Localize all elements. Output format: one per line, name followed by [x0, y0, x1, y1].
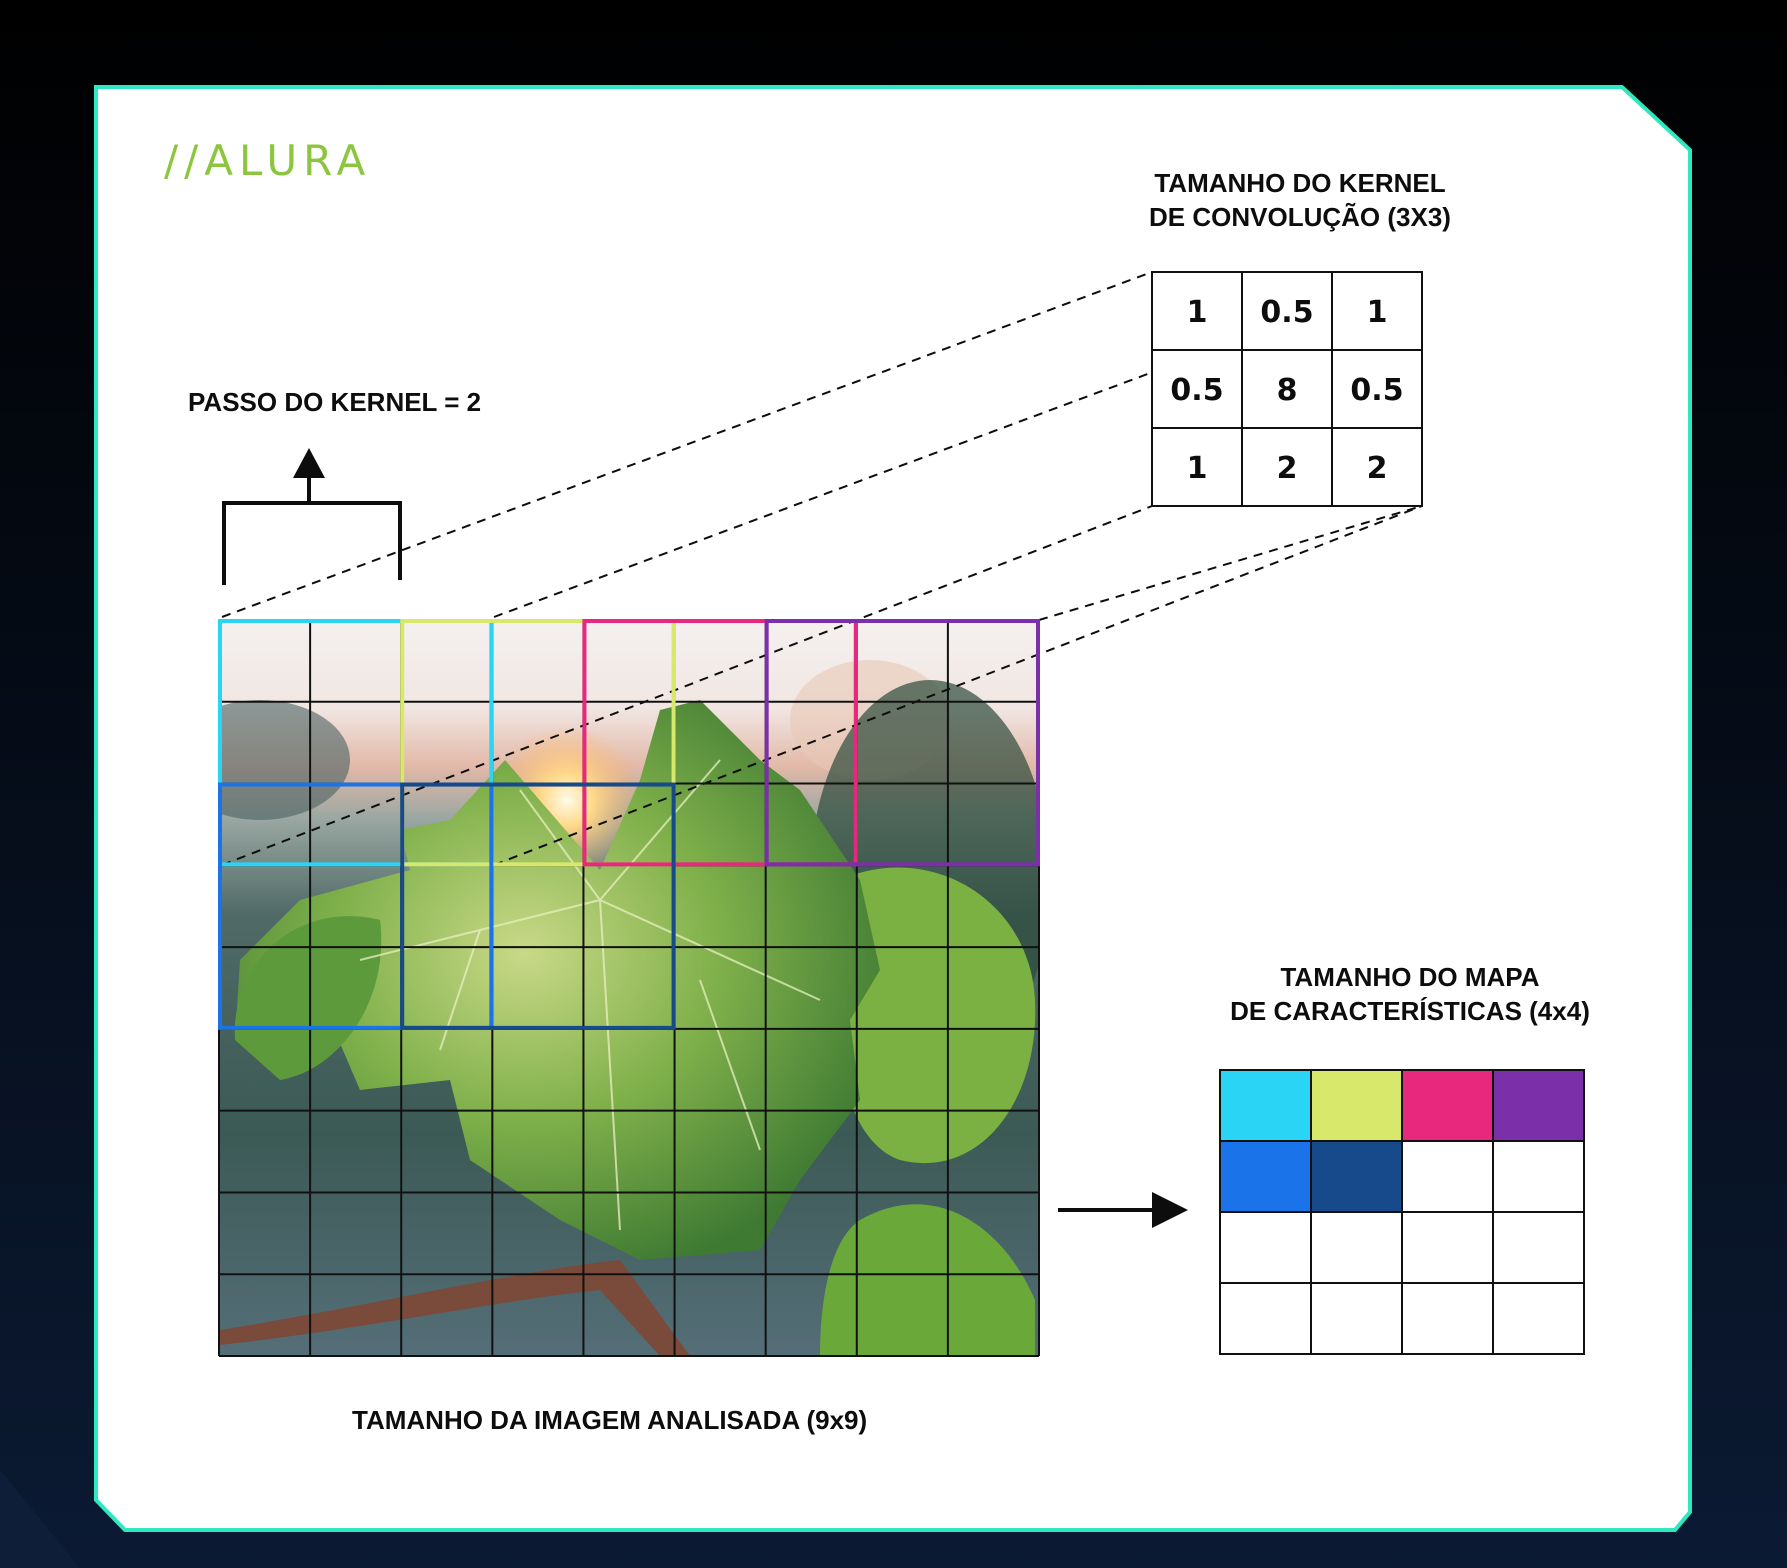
kernel-window [218, 782, 494, 1030]
kernel-value: 0.5 [1260, 295, 1313, 330]
stride-label: PASSO DO KERNEL = 2 [188, 387, 482, 417]
kernel-value: 2 [1367, 451, 1388, 486]
kernel-window [400, 619, 676, 867]
kernel-matrix: 1 0.5 1 0.5 8 0.5 1 2 2 [1151, 271, 1423, 507]
feature-map-cell [1310, 1140, 1403, 1213]
image-grid [218, 619, 1040, 1357]
feature-map-cell [1401, 1211, 1494, 1284]
kernel-cell [1331, 271, 1423, 351]
feature-map-title-line1: TAMANHO DO MAPA [1280, 962, 1540, 992]
feature-map [1219, 1069, 1585, 1355]
kernel-window [764, 619, 1041, 867]
kernel-window [582, 619, 858, 867]
alura-logo: //ALURA [164, 136, 372, 185]
kernel-cell [1241, 349, 1333, 429]
kernel-windows [218, 619, 1041, 1030]
feature-map-cell [1219, 1140, 1312, 1213]
feature-map-cell [1310, 1282, 1403, 1355]
kernel-cell [1151, 427, 1243, 507]
kernel-cell [1241, 427, 1333, 507]
kernel-cell [1151, 271, 1243, 351]
kernel-cell [1331, 427, 1423, 507]
kernel-value: 1 [1187, 451, 1208, 486]
feature-map-cell [1401, 1140, 1494, 1213]
feature-map-cell [1310, 1211, 1403, 1284]
feature-map-title-line2: DE CARACTERÍSTICAS (4x4) [1230, 996, 1590, 1026]
leaf-photo [219, 620, 1039, 1356]
kernel-window [400, 782, 676, 1030]
kernel-window [218, 619, 494, 867]
feature-map-title: TAMANHO DO MAPA DE CARACTERÍSTICAS (4x4) [1190, 960, 1630, 1028]
feature-map-cell [1492, 1211, 1585, 1284]
feature-map-cell [1401, 1069, 1494, 1142]
feature-map-cell [1492, 1140, 1585, 1213]
feature-map-cell [1310, 1069, 1403, 1142]
feature-map-cell [1219, 1069, 1312, 1142]
feature-map-cell [1219, 1211, 1312, 1284]
kernel-value: 1 [1187, 295, 1208, 330]
kernel-value: 8 [1277, 373, 1298, 408]
arrow-up-icon [293, 448, 325, 478]
projection-lines [221, 271, 1423, 866]
feature-map-cell [1492, 1069, 1585, 1142]
feature-map-cell [1219, 1282, 1312, 1355]
arrow-right-icon [1152, 1192, 1188, 1228]
kernel-size-title-line2: DE CONVOLUÇÃO (3X3) [1149, 202, 1451, 232]
stride-bracket [222, 470, 402, 585]
kernel-value: 2 [1277, 451, 1298, 486]
image-size-label: TAMANHO DA IMAGEM ANALISADA (9x9) [352, 1405, 868, 1435]
kernel-size-title: TAMANHO DO KERNEL DE CONVOLUÇÃO (3X3) [1080, 166, 1520, 234]
kernel-value: 0.5 [1170, 373, 1223, 408]
feature-map-cell [1492, 1282, 1585, 1355]
kernel-value: 1 [1367, 295, 1388, 330]
feature-map-cell [1401, 1282, 1494, 1355]
kernel-size-title-line1: TAMANHO DO KERNEL [1154, 168, 1446, 198]
kernel-value: 0.5 [1350, 373, 1403, 408]
